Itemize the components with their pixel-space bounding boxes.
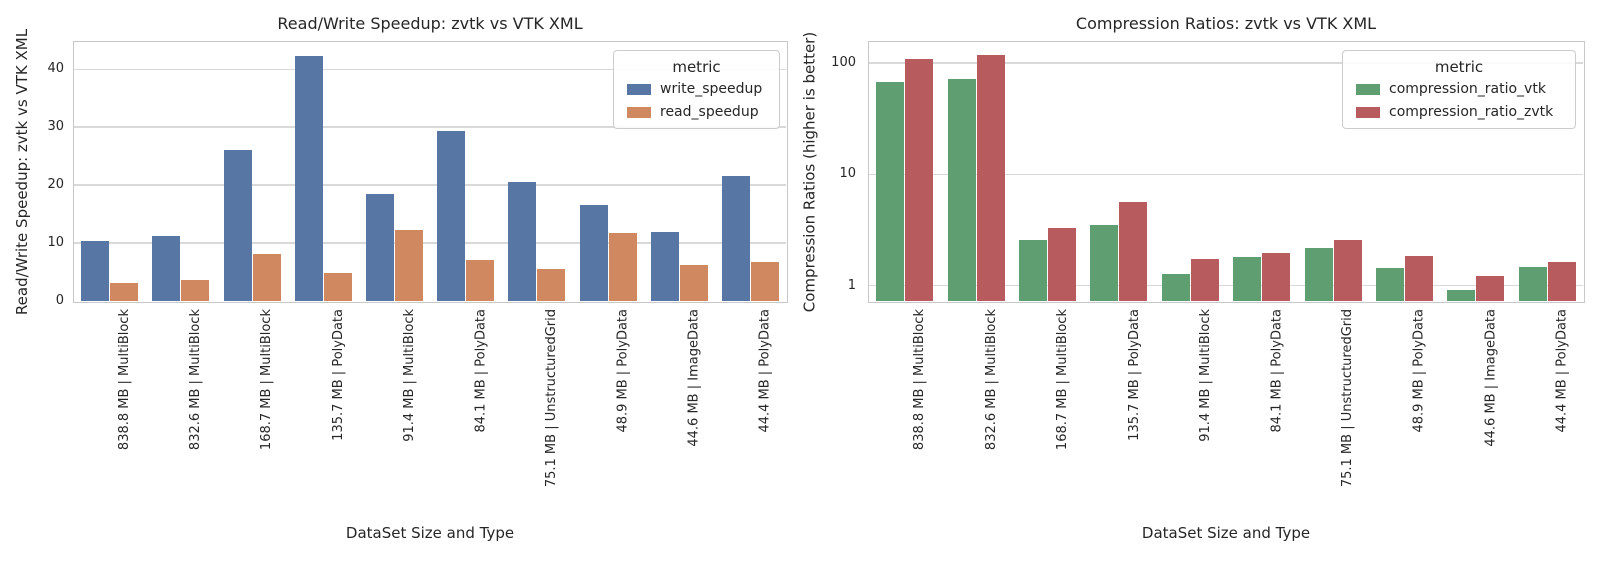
y-tick-label: 10 — [47, 235, 64, 251]
bar-write_speedup — [223, 150, 252, 301]
legend-item-label: compression_ratio_zvtk — [1389, 104, 1554, 120]
y-tick-label: 100 — [831, 55, 856, 71]
bar-read_speedup — [537, 268, 566, 301]
x-tick-label: 44.4 MB | PolyData — [1554, 309, 1570, 433]
bar-write_speedup — [152, 235, 181, 301]
x-tick-label: 838.8 MB | MultiBlock — [912, 309, 928, 451]
x-tick-label: 75.1 MB | UnstructuredGrid — [1340, 309, 1356, 488]
bar-compression_ratio_vtk — [1019, 239, 1047, 301]
x-tick-label: 48.9 MB | PolyData — [1412, 309, 1427, 433]
x-tick-label: 84.1 MB | PolyData — [1269, 309, 1285, 433]
bar-compression_ratio_zvtk — [1048, 227, 1076, 301]
bar-write_speedup — [650, 232, 679, 301]
legend-item: write_speedup — [623, 81, 770, 97]
bar-write_speedup — [437, 131, 466, 301]
gridline — [74, 126, 786, 128]
legend-item: compression_ratio_vtk — [1352, 81, 1566, 97]
bar-compression_ratio_vtk — [1161, 274, 1190, 301]
legend-title: metric — [672, 58, 721, 76]
bar-compression_ratio_vtk — [1518, 267, 1547, 301]
legend-swatch-write_speedup — [627, 83, 651, 95]
bar-read_speedup — [466, 260, 495, 301]
legend-swatch-compression_ratio_zvtk — [1356, 106, 1380, 118]
y-tick-label: 1 — [847, 277, 856, 293]
bar-read_speedup — [608, 232, 637, 301]
bar-write_speedup — [365, 193, 394, 301]
bar-write_speedup — [579, 204, 608, 301]
legend-swatch-compression_ratio_vtk — [1356, 83, 1380, 95]
bar-compression_ratio_vtk — [1376, 268, 1404, 301]
x-tick-label: 168.7 MB | MultiBlock — [1055, 309, 1070, 451]
gridline — [869, 285, 1583, 287]
gridline — [869, 62, 1583, 64]
bar-read_speedup — [323, 272, 352, 301]
legend-items: write_speedup read_speedup — [623, 81, 770, 120]
x-axis-label: DataSet Size and Type — [1141, 524, 1311, 542]
chart-title: Compression Ratios: zvtk vs VTK XML — [1075, 14, 1377, 33]
legend-swatch-read_speedup — [627, 106, 651, 118]
legend-item: compression_ratio_zvtk — [1352, 104, 1566, 120]
bar-read_speedup — [679, 265, 708, 301]
bar-compression_ratio_zvtk — [1190, 258, 1219, 301]
legend-items: compression_ratio_vtk compression_ratio_z… — [1352, 81, 1566, 120]
bar-read_speedup — [181, 280, 210, 301]
legend-item-label: compression_ratio_vtk — [1389, 81, 1546, 97]
x-tick-label: 832.6 MB | MultiBlock — [983, 309, 999, 451]
legend-item: read_speedup — [623, 104, 770, 120]
bar-compression_ratio_vtk — [1090, 225, 1119, 301]
y-tick-label: 20 — [47, 177, 64, 193]
bar-compression_ratio_zvtk — [1476, 275, 1505, 301]
gridline — [74, 242, 786, 244]
bar-read_speedup — [750, 262, 779, 301]
bar-read_speedup — [110, 283, 139, 301]
bar-compression_ratio_vtk — [876, 81, 905, 301]
bar-write_speedup — [508, 182, 537, 301]
y-tick-label: 30 — [47, 119, 64, 135]
x-tick-label: 44.6 MB | ImageData — [1483, 309, 1499, 447]
bar-read_speedup — [252, 254, 281, 301]
bar-compression_ratio_zvtk — [976, 54, 1005, 301]
legend-title: metric — [1434, 58, 1484, 76]
legend: metric write_speedup read_speedup — [613, 50, 780, 129]
bar-compression_ratio_zvtk — [1405, 255, 1433, 301]
y-tick-label: 0 — [55, 293, 64, 309]
bar-compression_ratio_vtk — [1233, 256, 1262, 301]
bar-compression_ratio_vtk — [947, 79, 976, 301]
legend: metric compression_ratio_vtk compression_… — [1342, 50, 1576, 129]
bar-read_speedup — [394, 230, 423, 301]
bar-compression_ratio_zvtk — [1262, 252, 1291, 301]
gridline — [74, 68, 786, 70]
bar-write_speedup — [721, 175, 750, 301]
bar-compression_ratio_zvtk — [1119, 202, 1148, 301]
x-tick-label: 91.4 MB | MultiBlock — [1197, 309, 1213, 442]
y-axis-label: Compression Ratios (higher is better) — [800, 31, 818, 312]
gridline — [869, 173, 1583, 176]
bar-compression_ratio_zvtk — [1547, 262, 1576, 301]
legend-item-label: read_speedup — [660, 104, 759, 120]
chart-title: Read/Write Speedup: zvtk vs VTK XML — [277, 14, 583, 33]
y-tick-label: 40 — [47, 61, 64, 77]
bar-write_speedup — [81, 240, 110, 301]
y-tick-label: 10 — [839, 166, 856, 182]
bar-compression_ratio_zvtk — [1333, 239, 1362, 301]
bar-compression_ratio_vtk — [1447, 289, 1476, 301]
gridline — [74, 184, 786, 186]
x-tick-label: 135.7 MB | PolyData — [1126, 309, 1142, 441]
bar-write_speedup — [294, 55, 323, 301]
legend-item-label: write_speedup — [660, 81, 763, 97]
x-axis-label: DataSet Size and Type — [345, 524, 515, 542]
bar-compression_ratio_zvtk — [905, 59, 934, 301]
bar-compression_ratio_vtk — [1304, 248, 1333, 301]
